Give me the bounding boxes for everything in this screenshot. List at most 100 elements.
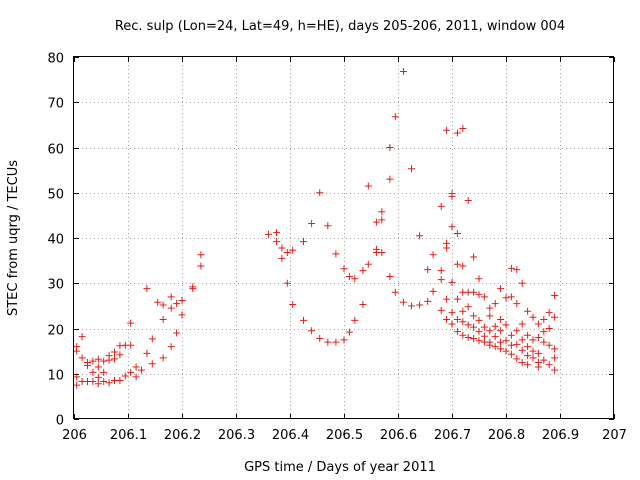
data-point <box>491 343 499 351</box>
data-point <box>372 218 380 226</box>
data-point <box>100 368 108 376</box>
data-point <box>289 246 297 254</box>
data-point <box>464 196 472 204</box>
data-point <box>167 304 175 312</box>
data-point <box>324 338 332 346</box>
data-point <box>424 266 432 274</box>
data-point <box>448 309 456 317</box>
data-point <box>524 343 532 351</box>
y-tick-label: 40 <box>47 233 64 248</box>
data-point <box>391 113 399 121</box>
data-point <box>453 315 461 323</box>
data-point <box>470 323 478 331</box>
data-point <box>480 293 488 301</box>
data-point <box>111 348 118 356</box>
data-point <box>73 381 81 389</box>
x-tick-label: 206.6 <box>380 428 417 443</box>
data-point <box>78 333 86 341</box>
data-point <box>524 361 532 369</box>
y-axis-label: STEC from uqrg / TECUs <box>6 160 21 316</box>
data-point <box>545 325 553 332</box>
data-point <box>497 327 505 335</box>
data-point <box>437 306 445 314</box>
data-point <box>148 335 156 343</box>
data-point <box>340 265 348 273</box>
y-tick-label: 50 <box>47 188 64 203</box>
data-point <box>378 208 386 216</box>
data-point <box>551 354 559 362</box>
data-point <box>507 293 515 301</box>
data-point <box>459 307 467 315</box>
data-point <box>283 279 291 287</box>
plot-frame <box>73 56 614 419</box>
data-point <box>100 377 108 385</box>
x-tick-label: 207 <box>602 428 627 443</box>
data-point <box>459 124 467 132</box>
data-point <box>159 315 167 323</box>
data-point <box>448 320 456 328</box>
data-point <box>121 372 129 380</box>
data-point <box>518 358 526 366</box>
data-point <box>453 229 461 237</box>
data-point <box>448 278 456 286</box>
data-point <box>453 129 461 137</box>
x-axis-tick-labels: 206 206.1 206.2 206.3 206.4 206.5 206.6 206.7 20… <box>62 428 627 443</box>
data-point <box>416 232 424 240</box>
data-point <box>399 67 407 75</box>
data-point <box>551 291 559 299</box>
data-point <box>429 251 437 259</box>
data-point <box>459 318 467 326</box>
data-point <box>486 312 494 320</box>
data-point <box>470 253 478 261</box>
x-tick-label: 206.4 <box>272 428 309 443</box>
data-point <box>443 295 451 303</box>
data-point <box>316 189 324 197</box>
data-point <box>529 336 537 344</box>
data-point <box>429 287 437 295</box>
y-tick-label: 80 <box>47 52 64 67</box>
data-point <box>545 309 553 317</box>
data-point <box>486 327 494 335</box>
data-point <box>273 229 280 237</box>
data-point <box>448 223 456 231</box>
data-point <box>529 347 537 355</box>
data-point <box>364 260 372 268</box>
data-point <box>105 379 113 387</box>
data-point <box>167 343 175 351</box>
x-tick-label: 206.2 <box>164 428 201 443</box>
x-tick-label: 206 <box>62 428 87 443</box>
data-point <box>308 220 316 228</box>
data-point <box>94 363 102 371</box>
data-point <box>94 373 102 381</box>
data-point <box>502 347 510 355</box>
data-point <box>173 329 181 337</box>
data-point <box>518 279 526 287</box>
data-point <box>391 288 399 296</box>
data-point <box>324 222 332 230</box>
data-point <box>408 302 415 310</box>
data-point <box>94 355 102 363</box>
data-point <box>443 126 451 134</box>
y-tick-label: 30 <box>47 278 64 293</box>
data-point <box>453 295 461 303</box>
data-point <box>359 267 367 275</box>
y-tick-label: 0 <box>56 414 64 429</box>
data-point <box>486 304 494 312</box>
data-point <box>480 332 488 340</box>
data-point <box>73 373 81 381</box>
data-point <box>545 341 553 349</box>
data-point <box>167 293 175 301</box>
data-point <box>94 380 102 388</box>
data-point <box>178 311 186 319</box>
data-point <box>308 327 316 335</box>
data-point <box>386 144 394 151</box>
data-point <box>513 266 521 274</box>
data-points <box>73 67 559 389</box>
data-point <box>491 322 499 330</box>
data-point <box>502 294 510 302</box>
data-point <box>273 238 280 246</box>
data-point <box>143 349 151 357</box>
data-point <box>486 341 494 349</box>
data-point <box>459 262 467 270</box>
